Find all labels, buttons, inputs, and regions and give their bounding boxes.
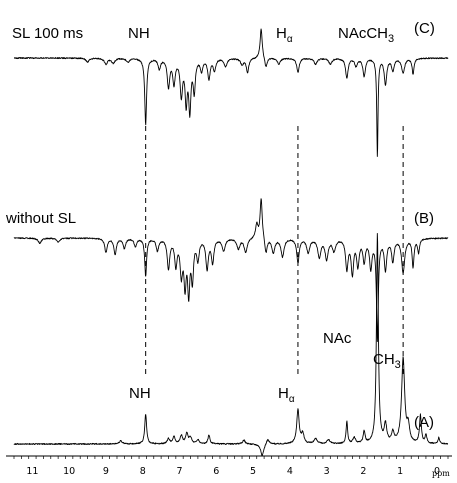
- spectrum-trace-a: [13, 232, 449, 457]
- label-sl-100ms: SL 100 ms: [12, 25, 83, 42]
- guide-lines: [145, 126, 404, 376]
- label-without-sl: without SL: [5, 210, 76, 227]
- x-axis-tick-label: 5: [250, 466, 256, 477]
- label-trace-c: (C): [414, 20, 435, 37]
- label-top-h-alpha: Hα: [276, 25, 293, 45]
- x-axis-tick-label: 10: [63, 466, 75, 477]
- spectrum-trace-b: [13, 198, 449, 343]
- x-axis-tick-label: 7: [176, 466, 182, 477]
- spectrum-trace-c: [13, 28, 449, 157]
- x-axis-tick-label: 2: [360, 466, 366, 477]
- x-axis-tick-label: 11: [26, 466, 38, 477]
- x-axis-tick-label: 9: [103, 466, 109, 477]
- label-trace-a: (A): [414, 414, 434, 431]
- x-axis-unit-label: ppm: [432, 469, 450, 478]
- x-axis-tick-label: 6: [213, 466, 219, 477]
- spectrum-traces: [13, 28, 449, 457]
- x-axis-tick-label: 3: [324, 466, 330, 477]
- label-top-nh: NH: [128, 25, 150, 42]
- label-ch3: CH3: [373, 351, 401, 371]
- label-bottom-nh: NH: [129, 385, 151, 402]
- label-top-nacch3: NAcCH3: [338, 25, 394, 45]
- x-axis-tick-label: 8: [140, 466, 146, 477]
- x-axis-tick-label: 0: [434, 466, 440, 477]
- x-axis-tick-label: 1: [397, 466, 403, 477]
- label-bottom-h-alpha: Hα: [278, 385, 295, 405]
- label-nac: NAc: [323, 330, 352, 347]
- x-axis-tick-label: 4: [287, 466, 293, 477]
- label-trace-b: (B): [414, 210, 434, 227]
- x-axis-ticks: 11 10 9 8 7 6 5 4 3 2 1 0: [13, 456, 449, 477]
